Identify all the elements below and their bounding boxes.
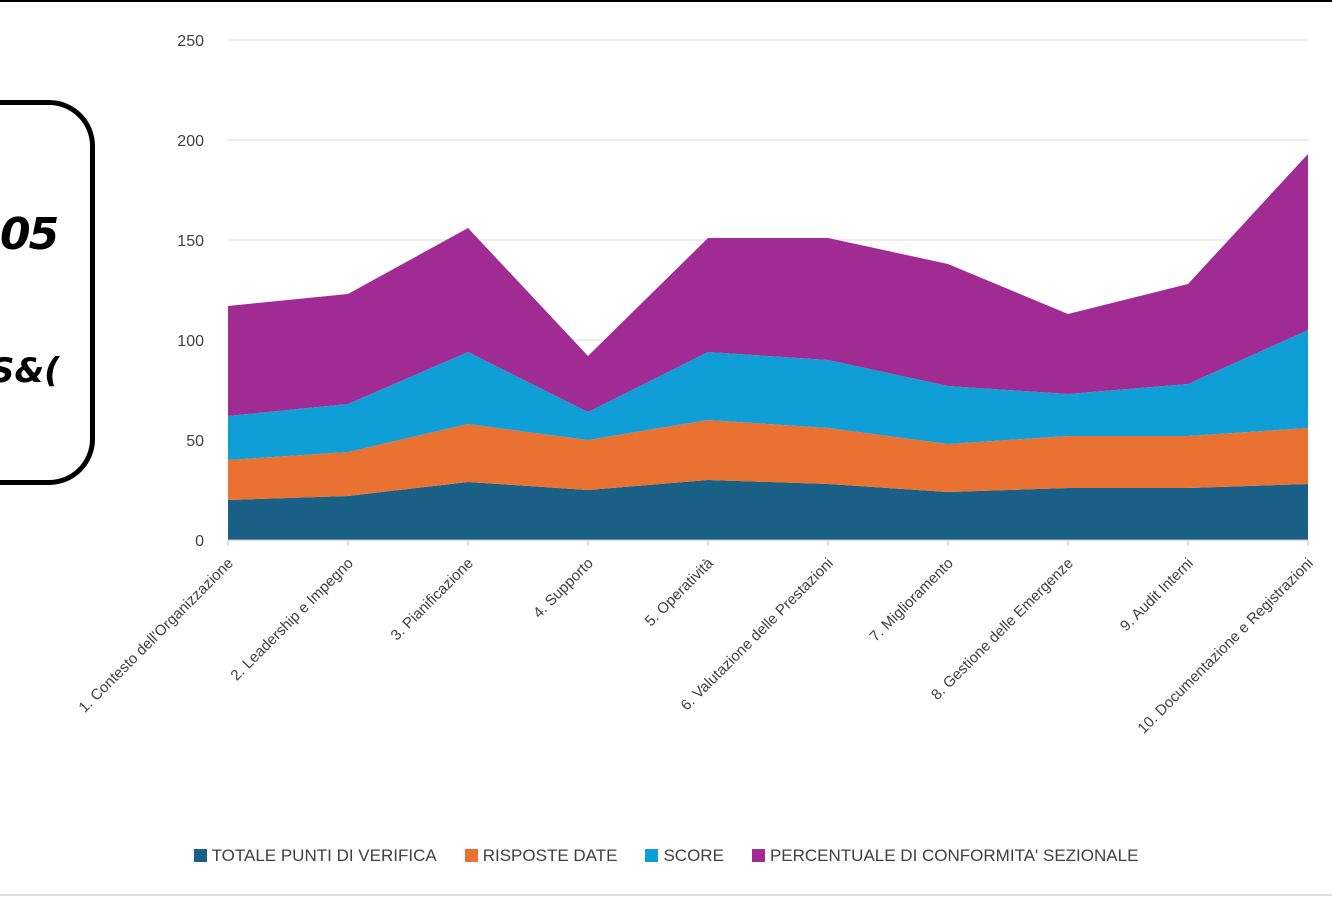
legend-swatch xyxy=(464,849,478,862)
x-tick-label: 8. Gestione delle Emergenze xyxy=(928,555,1077,704)
y-tick-label: 0 xyxy=(195,533,204,550)
legend-label: SCORE xyxy=(663,846,724,865)
y-tick-label: 50 xyxy=(186,433,204,450)
callout-text-primary: 05 xyxy=(0,209,59,260)
series-area-4 xyxy=(228,154,1308,416)
legend-label: PERCENTUALE DI CONFORMITA' SEZIONALE xyxy=(769,846,1139,865)
legend-item: RISPOSTE DATE xyxy=(464,846,618,866)
y-tick-label: 150 xyxy=(177,233,204,250)
y-tick-label: 200 xyxy=(177,133,204,150)
callout-text-secondary: S&( xyxy=(0,351,60,391)
series-area-3 xyxy=(228,330,1308,460)
y-axis-ticks: 0 50 100 150 200 250 xyxy=(177,33,204,550)
x-tick-label: 1. Contesto dell'Organizzazione xyxy=(75,555,236,716)
legend-item: SCORE xyxy=(645,846,724,866)
series-area-1 xyxy=(228,480,1308,540)
series-area-2 xyxy=(228,420,1308,500)
legend-item: TOTALE PUNTI DI VERIFICA xyxy=(193,846,437,866)
x-tick-label: 4. Supporto xyxy=(530,555,597,622)
x-tick-label: 5. Operatività xyxy=(642,554,718,630)
legend-swatch xyxy=(751,849,765,862)
series-areas xyxy=(228,154,1308,540)
callout-box: 05 S&( xyxy=(0,100,95,485)
x-axis xyxy=(227,539,1309,546)
legend: TOTALE PUNTI DI VERIFICA RISPOSTE DATE SCO… xyxy=(0,846,1332,866)
y-tick-label: 100 xyxy=(177,333,204,350)
legend-swatch xyxy=(645,849,659,862)
x-tick-label: 9. Audit Interni xyxy=(1117,555,1197,635)
y-tick-label: 250 xyxy=(177,33,204,50)
x-tick-label: 3. Pianificazione xyxy=(388,555,477,644)
top-border xyxy=(0,0,1332,2)
x-tick-label: 2. Leadership e Impegno xyxy=(227,555,356,684)
legend-item: PERCENTUALE DI CONFORMITA' SEZIONALE xyxy=(751,846,1139,866)
bottom-border xyxy=(0,894,1332,896)
legend-label: TOTALE PUNTI DI VERIFICA xyxy=(211,846,437,865)
legend-label: RISPOSTE DATE xyxy=(482,846,618,865)
x-tick-label: 7. Miglioramento xyxy=(866,555,956,645)
legend-swatch xyxy=(193,849,207,862)
stacked-area-chart: 0 50 100 150 200 250 1. Contesto dell'Organiz… xyxy=(75,33,1316,737)
